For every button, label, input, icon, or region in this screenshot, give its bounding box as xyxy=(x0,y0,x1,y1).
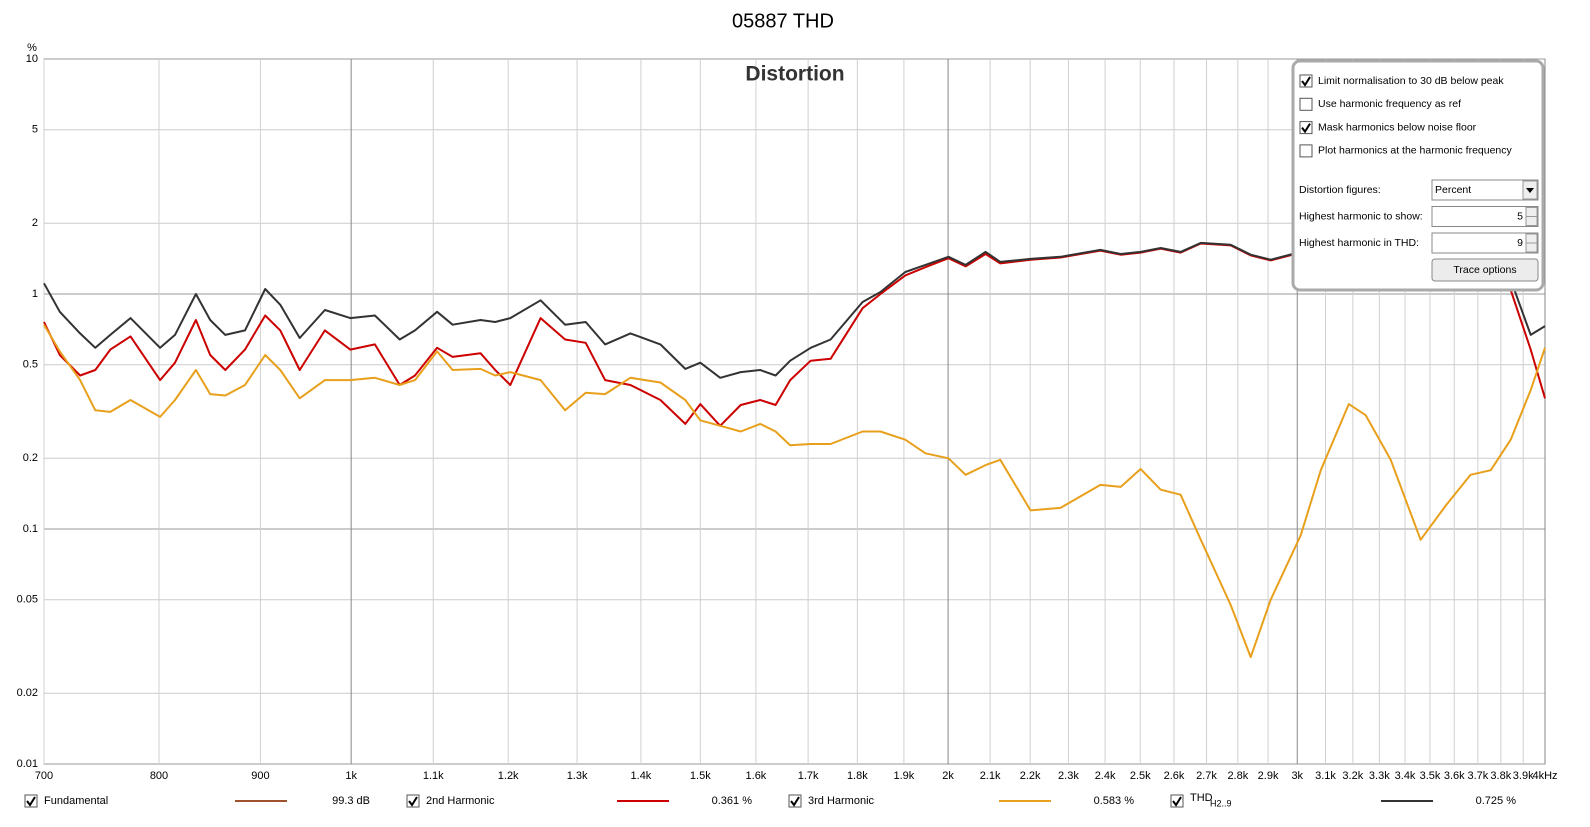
controls-panel: Limit normalisation to 30 dB below peak U… xyxy=(1291,59,1545,292)
x-tick-label: 4kHz xyxy=(1532,770,1557,782)
y-tick-label: 0.5 xyxy=(23,359,38,371)
legend-name: 3rd Harmonic xyxy=(808,795,875,807)
x-tick-label: 1.6k xyxy=(746,770,767,782)
x-tick-label: 1.3k xyxy=(567,770,588,782)
field-label: Distortion figures: xyxy=(1299,184,1381,196)
option-label: Use harmonic frequency as ref xyxy=(1318,98,1461,110)
x-tick-label: 2.6k xyxy=(1164,770,1185,782)
legend-readout: 0.361 % xyxy=(712,795,753,807)
y-tick-label: 0.01 xyxy=(17,758,38,770)
field-box[interactable] xyxy=(1431,179,1539,201)
x-tick-label: 3.5k xyxy=(1420,770,1441,782)
x-tick-label: 3.3k xyxy=(1369,770,1390,782)
x-tick-label: 900 xyxy=(251,770,269,782)
x-tick-label: 1.1k xyxy=(423,770,444,782)
field-value: 9 xyxy=(1517,237,1523,249)
x-tick-label: 3.6k xyxy=(1444,770,1465,782)
x-tick-label: 2.7k xyxy=(1196,770,1217,782)
plot-title: Distortion xyxy=(745,63,844,86)
field-label: Highest harmonic in THD: xyxy=(1299,237,1419,249)
field-box[interactable] xyxy=(1431,206,1539,227)
y-tick-label: 2 xyxy=(32,217,38,229)
option-checkbox-mark xyxy=(1301,123,1311,134)
legend-name: Fundamental xyxy=(44,795,108,807)
trace-line xyxy=(43,237,1546,379)
legend-checkbox-mark xyxy=(1172,796,1182,807)
field-value: Percent xyxy=(1435,184,1471,196)
x-tick-label: 2.1k xyxy=(980,770,1001,782)
y-tick-label: 0.1 xyxy=(23,523,38,535)
option-label: Mask harmonics below noise floor xyxy=(1318,121,1477,133)
legend-name: THD xyxy=(1190,792,1213,804)
grid xyxy=(43,58,1546,765)
x-tick-label: 3.1k xyxy=(1315,770,1336,782)
option-checkbox[interactable] xyxy=(1299,97,1313,111)
legend: Fundamental 99.3 dB 2nd Harmonic 0.361 % 3rd… xyxy=(24,792,1517,808)
x-tick-label: 2.3k xyxy=(1058,770,1079,782)
y-tick-label: 0.05 xyxy=(17,594,38,606)
legend-checkbox-mark xyxy=(26,796,36,807)
x-tick-label: 1.9k xyxy=(894,770,915,782)
option-checkbox-mark xyxy=(1301,76,1311,87)
traces xyxy=(43,237,1546,659)
option-label: Plot harmonics at the harmonic frequency xyxy=(1318,145,1513,157)
y-tick-label: 10 xyxy=(26,53,38,65)
x-tick-label: 800 xyxy=(150,770,168,782)
spinner-down[interactable] xyxy=(1525,242,1538,253)
x-tick-label: 700 xyxy=(35,770,53,782)
y-axis-label: % xyxy=(27,42,37,54)
x-tick-label: 2.4k xyxy=(1095,770,1116,782)
legend-subscript: H2..9 xyxy=(1210,798,1232,808)
x-tick-label: 3k xyxy=(1291,770,1303,782)
x-tick-label: 1.5k xyxy=(690,770,711,782)
legend-readout: 0.725 % xyxy=(1476,795,1517,807)
field-value: 5 xyxy=(1517,210,1523,222)
x-tick-label: 1.4k xyxy=(631,770,652,782)
trace-options-label[interactable]: Trace options xyxy=(1453,264,1516,276)
y-tick-label: 0.02 xyxy=(17,687,38,699)
x-tick-label: 3.9k xyxy=(1513,770,1534,782)
legend-checkbox-mark xyxy=(408,796,418,807)
legend-readout: 99.3 dB xyxy=(332,795,370,807)
x-tick-label: 1.7k xyxy=(798,770,819,782)
y-tick-label: 0.2 xyxy=(23,452,38,464)
x-tick-label: 3.4k xyxy=(1395,770,1416,782)
option-label: Limit normalisation to 30 dB below peak xyxy=(1318,75,1504,87)
spinner-up[interactable] xyxy=(1525,207,1538,217)
panel-frame xyxy=(1291,59,1545,292)
legend-readout: 0.583 % xyxy=(1094,795,1135,807)
legend-name: 2nd Harmonic xyxy=(426,795,495,807)
y-tick-label: 1 xyxy=(32,288,38,300)
x-tick-label: 2.5k xyxy=(1130,770,1151,782)
x-tick-label: 1k xyxy=(345,770,357,782)
x-tick-label: 3.8k xyxy=(1490,770,1511,782)
x-tick-label: 1.2k xyxy=(498,770,519,782)
spinner-down[interactable] xyxy=(1525,216,1538,226)
trace-line xyxy=(43,324,1546,659)
field-label: Highest harmonic to show: xyxy=(1299,210,1423,222)
y-tick-label: 5 xyxy=(32,124,38,136)
x-tick-label: 2.8k xyxy=(1227,770,1248,782)
x-tick-label: 2.2k xyxy=(1020,770,1041,782)
spinner-up[interactable] xyxy=(1525,233,1538,244)
x-tick-label: 3.7k xyxy=(1467,770,1488,782)
x-tick-label: 1.8k xyxy=(847,770,868,782)
x-tick-label: 3.2k xyxy=(1342,770,1363,782)
legend-checkbox-mark xyxy=(790,796,800,807)
option-checkbox[interactable] xyxy=(1299,144,1313,158)
chart-title: 05887 THD xyxy=(732,10,834,32)
x-tick-label: 2k xyxy=(942,770,954,782)
trace-options-button[interactable] xyxy=(1431,258,1539,282)
x-tick-label: 2.9k xyxy=(1258,770,1279,782)
dropdown-arrow xyxy=(1526,188,1534,193)
field-box[interactable] xyxy=(1431,232,1539,254)
